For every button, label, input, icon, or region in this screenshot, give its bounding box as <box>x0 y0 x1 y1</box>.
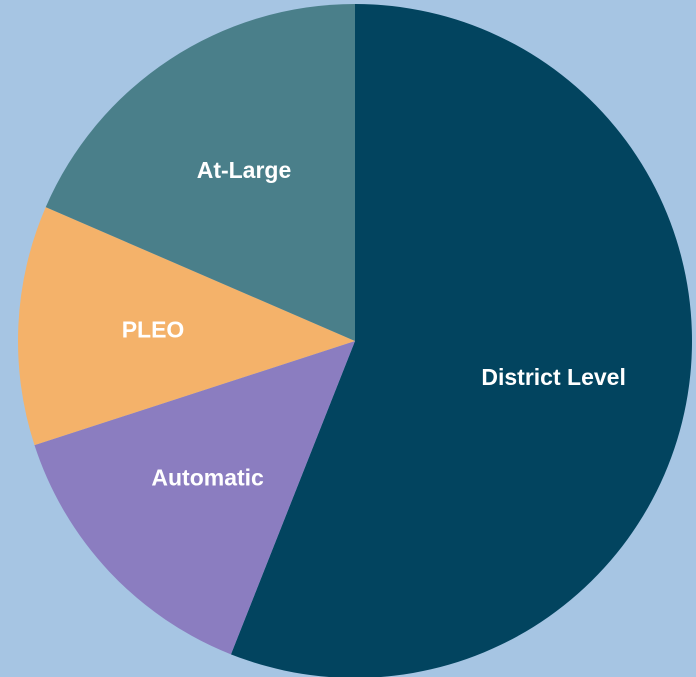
pie-slice <box>45 4 356 341</box>
pie-slice <box>34 341 355 655</box>
slice-label: Automatic <box>151 464 264 490</box>
slice-label: At-Large <box>197 157 292 183</box>
slice-label: District Level <box>481 364 625 390</box>
pie-slice <box>230 4 692 677</box>
pie-slice <box>17 207 355 446</box>
slice-label: PLEO <box>122 317 185 343</box>
